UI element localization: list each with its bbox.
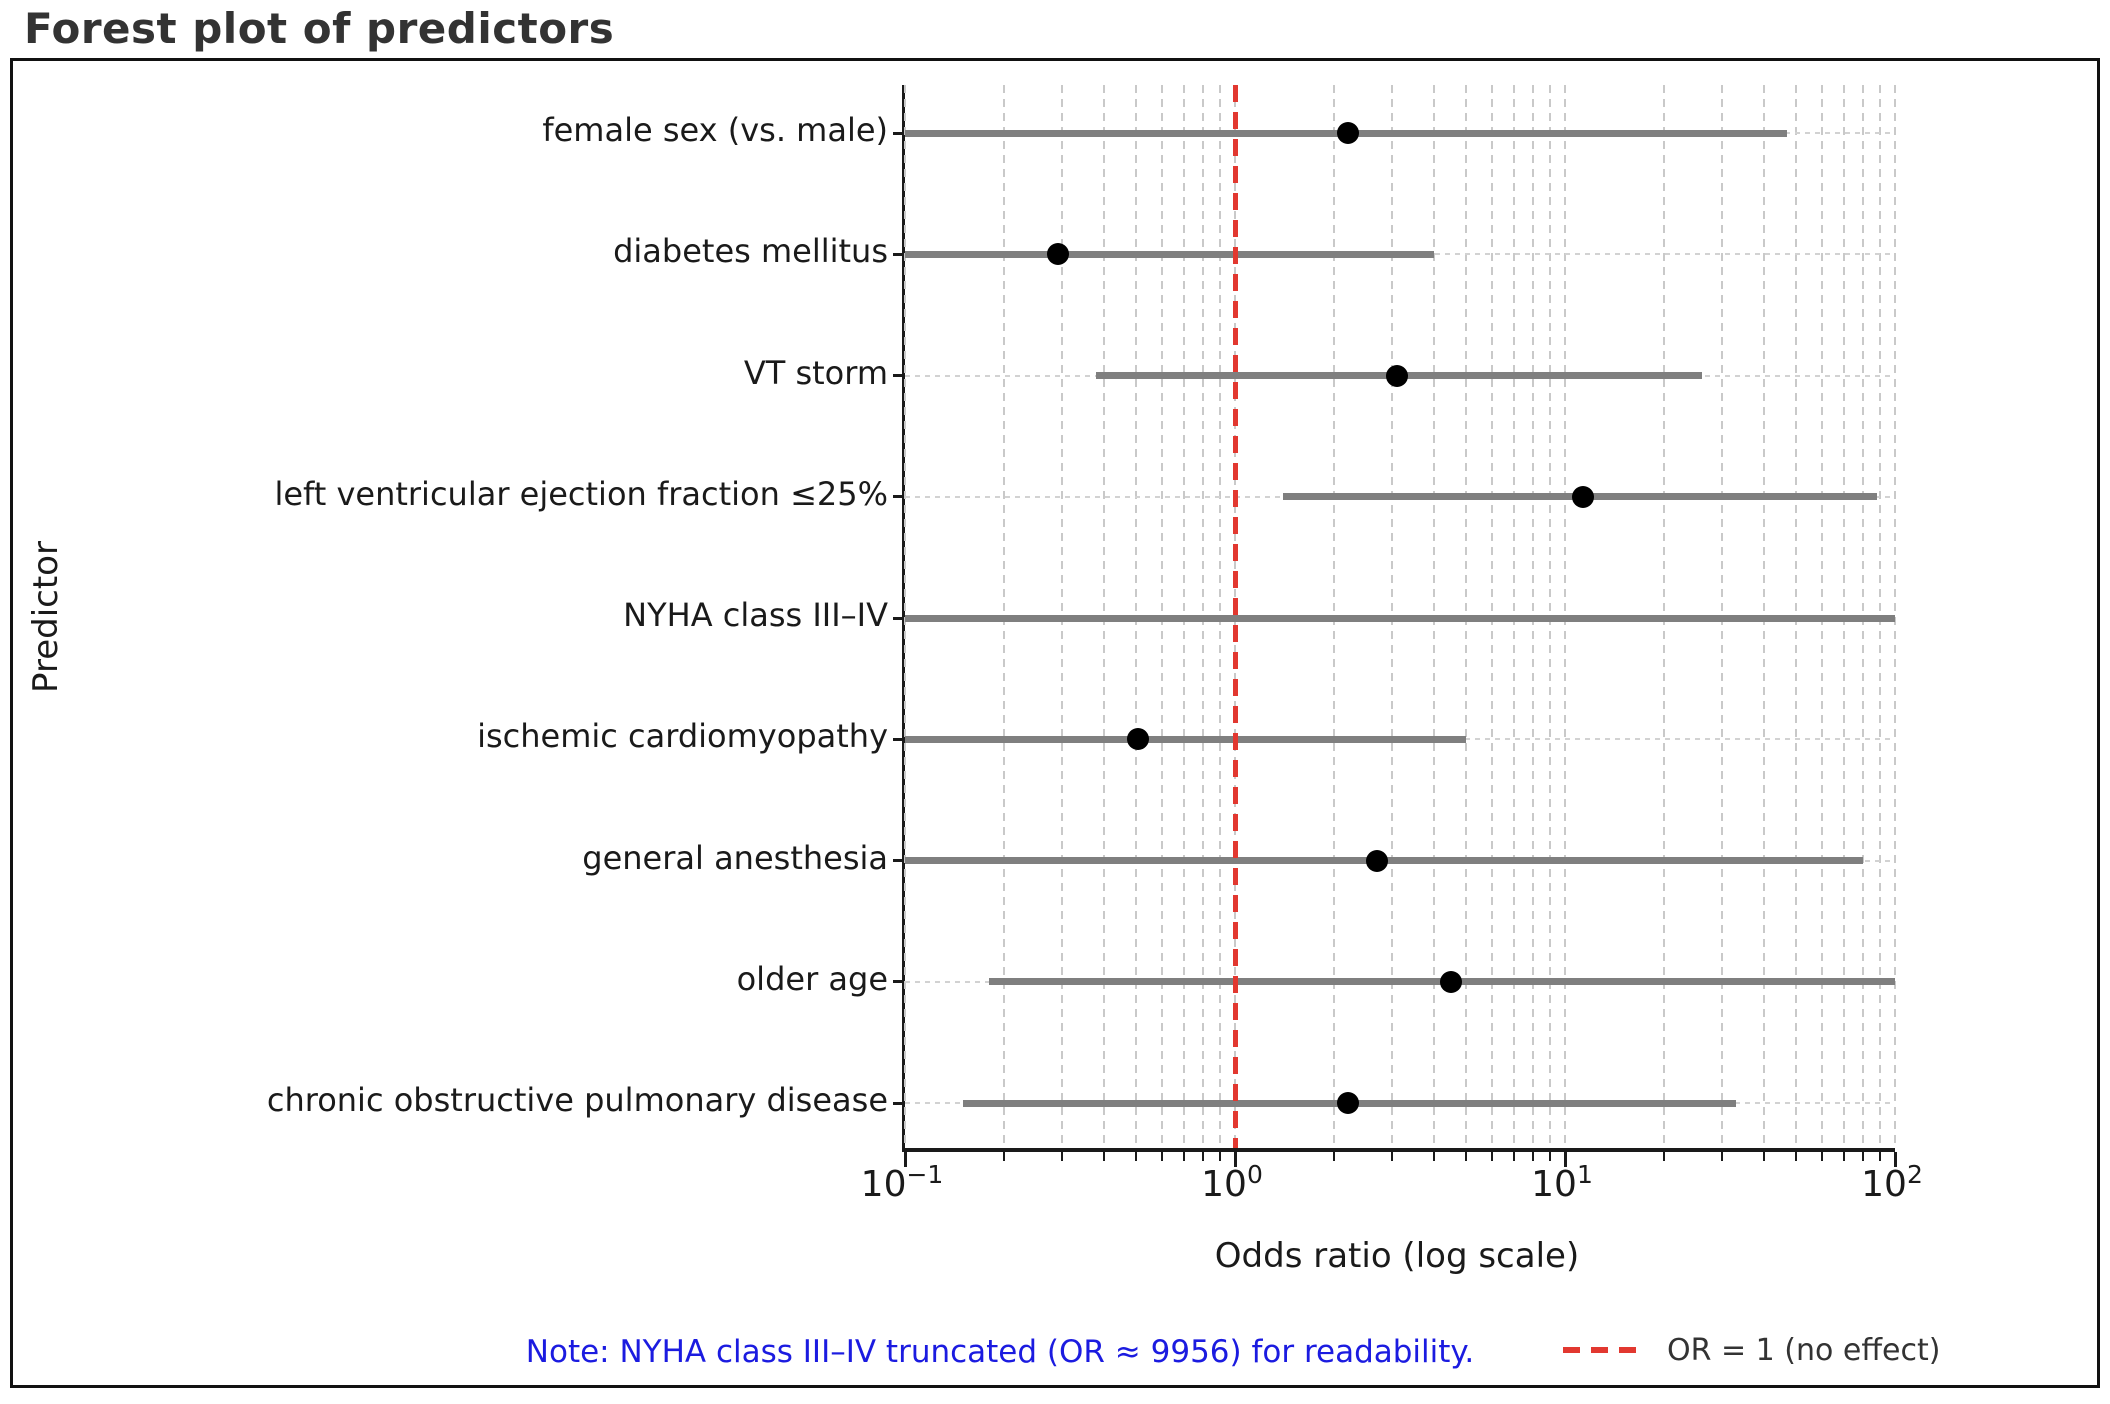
x-axis-minor-tick xyxy=(1003,1152,1006,1161)
y-axis-tick xyxy=(893,252,902,256)
y-axis-tick xyxy=(893,374,902,377)
x-axis-minor-tick xyxy=(1820,1152,1823,1161)
y-axis-tick xyxy=(893,1101,902,1105)
y-axis-tick xyxy=(893,980,902,984)
x-axis-minor-tick xyxy=(1061,1152,1064,1161)
chart-title: Forest plot of predictors xyxy=(24,4,615,53)
x-axis-minor-tick xyxy=(1134,1152,1137,1161)
x-axis-minor-tick xyxy=(1512,1152,1515,1161)
odds-ratio-point xyxy=(1571,485,1594,508)
odds-ratio-point xyxy=(1336,122,1359,144)
y-axis-category-label: left ventricular ejection fraction ≤25% xyxy=(274,474,888,513)
truncation-note: Note: NYHA class III–IV truncated (OR ≈ … xyxy=(525,1334,1475,1370)
x-axis-minor-tick xyxy=(1160,1152,1163,1161)
x-axis-minor-tick xyxy=(1202,1152,1205,1161)
y-axis-category-label: female sex (vs. male) xyxy=(542,111,888,149)
x-axis-major-tick xyxy=(903,1152,907,1167)
x-axis-title: Odds ratio (log scale) xyxy=(1214,1236,1580,1276)
y-axis-tick xyxy=(893,495,902,499)
x-axis-minor-tick xyxy=(1182,1152,1185,1161)
confidence-interval-line xyxy=(905,735,1466,743)
x-axis-minor-tick xyxy=(1532,1152,1535,1161)
y-axis-category-label: chronic obstructive pulmonary disease xyxy=(266,1081,888,1119)
x-axis-minor-tick xyxy=(1762,1152,1765,1161)
x-axis-minor-tick xyxy=(1218,1152,1221,1161)
odds-ratio-point xyxy=(1127,728,1150,751)
odds-ratio-point xyxy=(1386,364,1409,387)
x-axis-minor-tick xyxy=(1663,1152,1666,1161)
x-gridline xyxy=(1894,85,1896,1148)
x-axis-major-tick xyxy=(1233,1152,1237,1167)
odds-ratio-point xyxy=(1046,243,1069,266)
odds-ratio-point xyxy=(1336,1092,1359,1114)
odds-ratio-point xyxy=(1439,970,1462,993)
figure-border xyxy=(10,58,2100,1388)
x-axis-minor-tick xyxy=(1391,1152,1394,1161)
y-axis-category-label: ischemic cardiomyopathy xyxy=(477,717,888,756)
y-axis-category-label: VT storm xyxy=(743,353,888,392)
reference-line-legend-swatch xyxy=(1563,1347,1645,1353)
y-axis-category-label: diabetes mellitus xyxy=(613,232,888,271)
y-axis-tick xyxy=(893,859,902,862)
reference-line-or-1 xyxy=(1232,85,1238,1148)
y-axis-tick xyxy=(893,131,902,135)
y-axis-tick xyxy=(893,737,902,741)
confidence-interval-line xyxy=(905,250,1434,258)
y-axis-tick xyxy=(893,616,902,620)
odds-ratio-point xyxy=(1366,849,1389,872)
x-axis-minor-tick xyxy=(1721,1152,1724,1161)
x-axis-tick-label: 101 xyxy=(1531,1160,1593,1205)
x-axis-minor-tick xyxy=(1842,1152,1845,1161)
y-axis-title: Predictor xyxy=(26,541,66,693)
x-axis-major-tick xyxy=(1563,1152,1567,1167)
x-axis-minor-tick xyxy=(1464,1152,1467,1161)
x-axis-minor-tick xyxy=(1878,1152,1881,1161)
y-axis-category-label: older age xyxy=(736,959,888,998)
x-axis-tick-label: 102 xyxy=(1861,1160,1923,1205)
y-axis-category-label: general anesthesia xyxy=(582,838,888,877)
legend: OR = 1 (no effect) xyxy=(1563,1326,1940,1374)
x-axis-minor-tick xyxy=(1333,1152,1336,1161)
x-axis-minor-tick xyxy=(1862,1152,1865,1161)
plot-area xyxy=(893,85,1897,1167)
x-axis-major-tick xyxy=(1893,1152,1897,1167)
x-axis-minor-tick xyxy=(1548,1152,1551,1161)
x-axis-tick-label: 100 xyxy=(1201,1160,1263,1205)
x-axis-minor-tick xyxy=(1432,1152,1435,1161)
confidence-interval-line xyxy=(905,614,1895,622)
x-axis-minor-tick xyxy=(1490,1152,1493,1161)
x-axis-tick-label: 10−1 xyxy=(860,1160,944,1205)
x-axis-minor-tick xyxy=(1102,1152,1105,1161)
legend-label: OR = 1 (no effect) xyxy=(1667,1332,1941,1368)
x-axis-minor-tick xyxy=(1794,1152,1797,1161)
y-axis-category-label: NYHA class III–IV xyxy=(623,596,888,634)
